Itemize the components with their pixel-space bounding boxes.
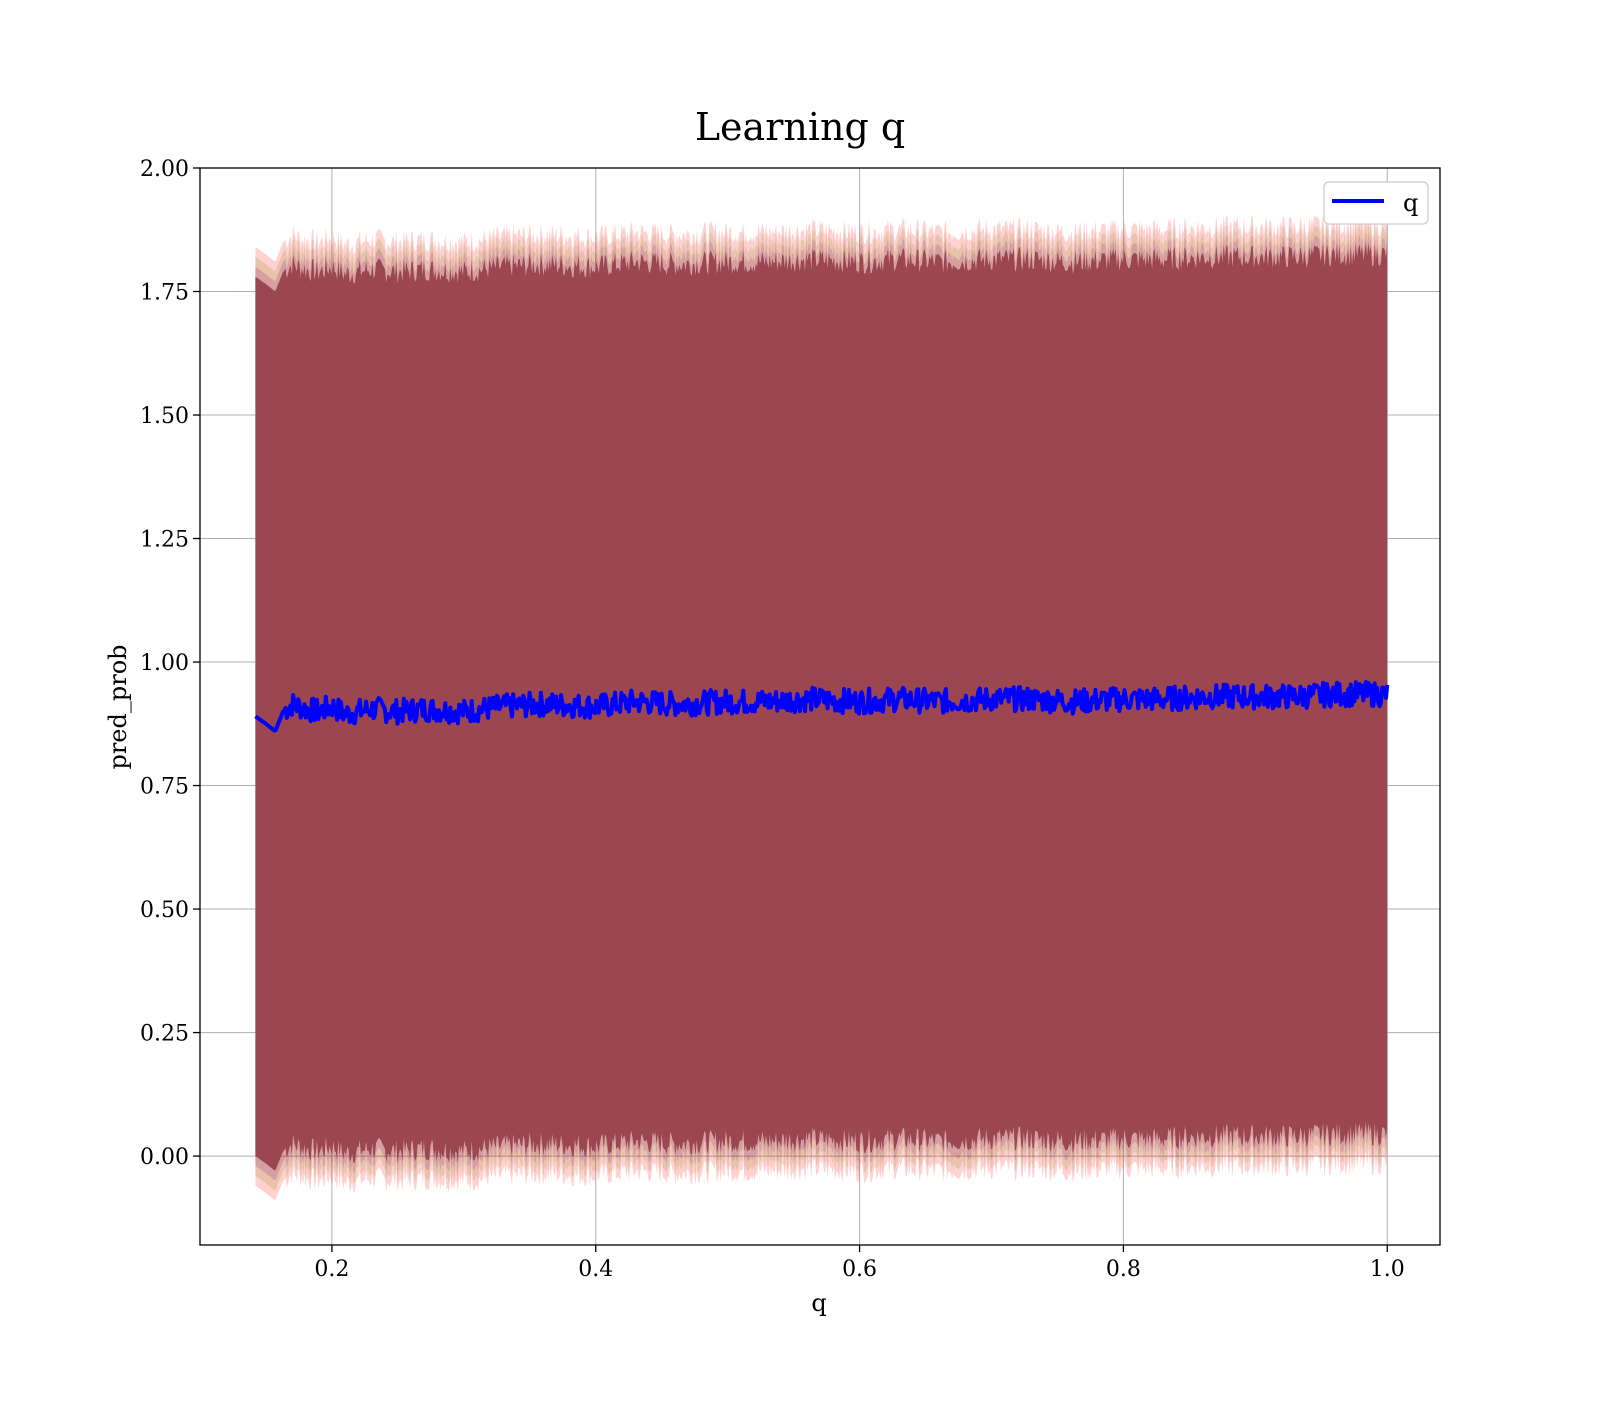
y-tick-label-6: 1.50 xyxy=(140,404,189,429)
y-tick-label-4: 1.00 xyxy=(140,651,189,676)
y-tick-label-1: 0.25 xyxy=(140,1022,189,1047)
x-axis-label: q xyxy=(811,1289,826,1317)
series-line-q xyxy=(254,680,1390,733)
x-tick-label-4: 1.0 xyxy=(1370,1257,1405,1282)
y-tick-label-5: 1.25 xyxy=(140,528,189,553)
x-tick-label-2: 0.6 xyxy=(842,1257,877,1282)
band-base xyxy=(255,242,1388,1171)
y-axis-label: pred_prob xyxy=(104,644,132,769)
band-2 xyxy=(255,232,1388,1180)
axes-frame xyxy=(199,167,1441,1246)
y-tick-label-7: 1.75 xyxy=(140,281,189,306)
plot-area: 0.2 0.4 0.6 0.8 1.0 0.00 0.25 0.50 0.75 1.00 1.25 1… xyxy=(140,157,1441,1282)
band-1 xyxy=(255,222,1388,1190)
band-0 xyxy=(255,212,1388,1200)
y-tick-label-8: 2.00 xyxy=(140,157,189,182)
legend: q xyxy=(1323,181,1429,225)
y-tick-label-2: 0.50 xyxy=(140,898,189,923)
chart-title: Learning q xyxy=(695,105,905,149)
legend-label-q: q xyxy=(1403,189,1418,217)
y-tick-label-0: 0.00 xyxy=(140,1145,189,1170)
x-tick-label-1: 0.4 xyxy=(578,1257,613,1282)
x-tick-label-3: 0.8 xyxy=(1106,1257,1141,1282)
band-3 xyxy=(255,242,1388,1171)
y-tick-label-3: 0.75 xyxy=(140,775,189,800)
x-tick-label-0: 0.2 xyxy=(314,1257,349,1282)
